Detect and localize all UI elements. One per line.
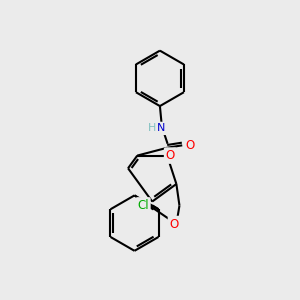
Text: N: N [157,123,166,134]
Text: Cl: Cl [137,199,149,212]
Text: O: O [166,149,175,162]
Text: O: O [185,139,195,152]
Text: O: O [169,218,179,230]
Text: H: H [148,123,156,134]
